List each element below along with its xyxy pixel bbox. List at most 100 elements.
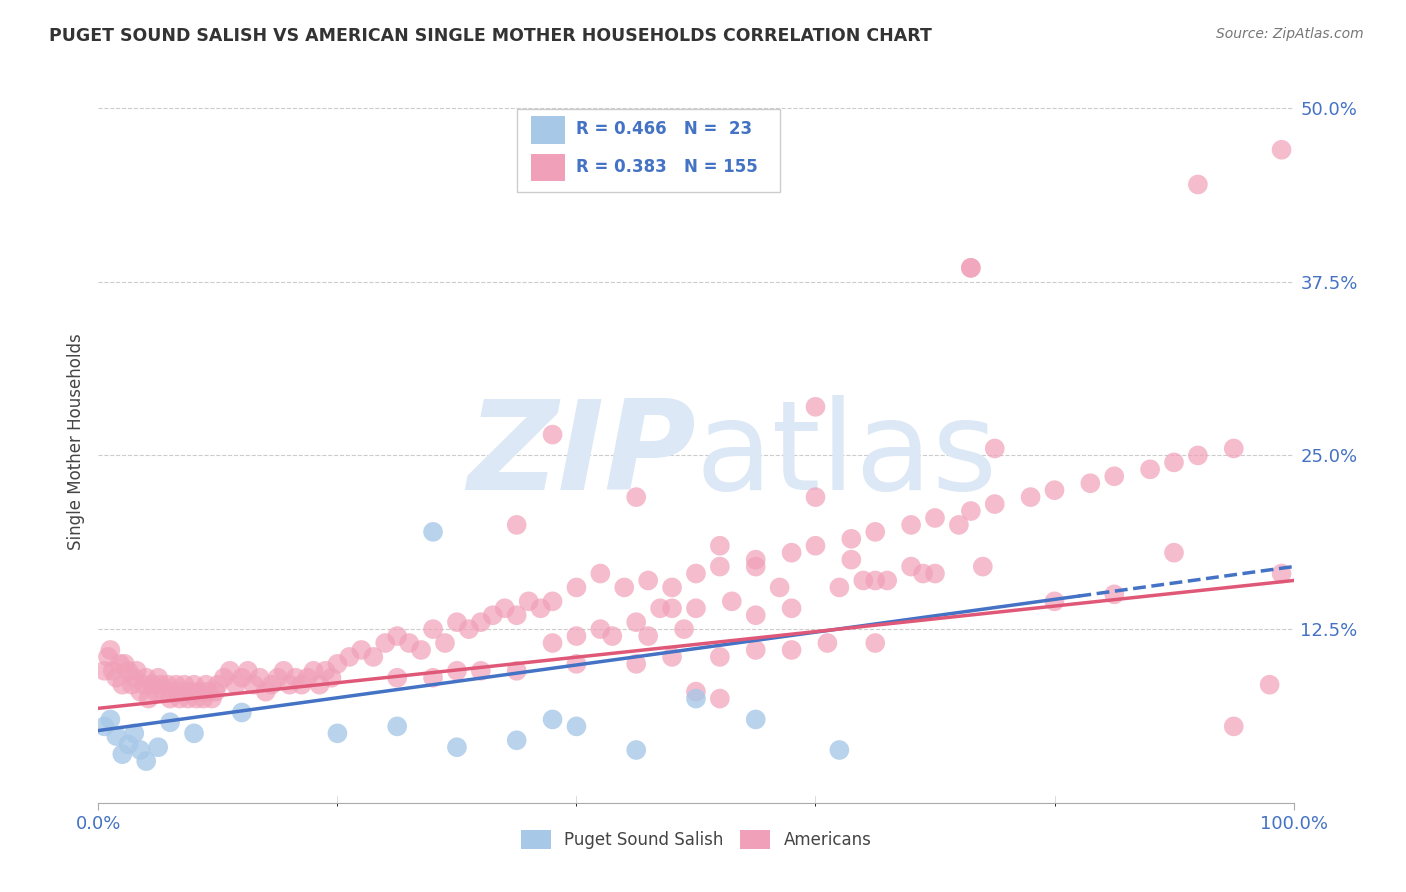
Point: [565, 719, 588, 733]
Point: [183, 726, 205, 740]
Point: [197, 684, 219, 698]
Point: [768, 581, 790, 595]
Point: [876, 574, 898, 588]
Point: [1043, 594, 1066, 608]
Point: [1271, 566, 1294, 581]
Point: [125, 664, 148, 678]
Point: [212, 671, 235, 685]
Point: [626, 490, 648, 504]
Point: [135, 671, 157, 685]
Point: [458, 622, 481, 636]
Point: [156, 678, 179, 692]
Point: [780, 546, 803, 560]
Point: [149, 678, 172, 692]
Point: [254, 684, 277, 698]
Point: [709, 539, 731, 553]
Point: [145, 684, 167, 698]
Point: [685, 566, 707, 581]
Point: [446, 664, 468, 678]
Point: [321, 671, 343, 685]
Point: [924, 566, 946, 581]
Point: [865, 524, 887, 539]
Point: [780, 601, 803, 615]
Point: [900, 517, 922, 532]
Point: [828, 581, 851, 595]
Point: [948, 517, 970, 532]
Point: [231, 706, 253, 720]
Point: [183, 678, 205, 692]
Point: [273, 664, 295, 678]
Point: [637, 574, 659, 588]
Point: [481, 608, 505, 623]
Point: [141, 678, 163, 692]
Point: [108, 657, 131, 671]
Point: [815, 636, 838, 650]
Point: [541, 594, 564, 608]
Point: [339, 649, 361, 664]
Point: [911, 566, 934, 581]
Point: [207, 678, 229, 692]
Point: [565, 581, 588, 595]
Point: [960, 504, 983, 518]
Point: [326, 726, 349, 740]
Point: [297, 671, 319, 685]
Text: Source: ZipAtlas.com: Source: ZipAtlas.com: [1216, 27, 1364, 41]
Point: [117, 664, 139, 678]
Text: R = 0.466   N =  23: R = 0.466 N = 23: [576, 120, 752, 138]
Text: R = 0.383   N = 155: R = 0.383 N = 155: [576, 158, 758, 176]
Point: [637, 629, 659, 643]
Point: [188, 684, 211, 698]
Point: [105, 671, 128, 685]
Point: [148, 671, 170, 685]
Point: [541, 713, 564, 727]
Point: [98, 713, 122, 727]
Point: [135, 754, 157, 768]
Point: [291, 678, 314, 692]
Point: [111, 747, 134, 761]
Y-axis label: Single Mother Households: Single Mother Households: [66, 334, 84, 549]
Point: [1139, 462, 1161, 476]
Point: [900, 559, 922, 574]
Point: [1258, 678, 1281, 692]
Point: [1163, 455, 1185, 469]
Point: [685, 601, 707, 615]
Point: [828, 743, 851, 757]
Point: [159, 691, 181, 706]
Point: [105, 729, 128, 743]
Point: [385, 719, 409, 733]
Point: [852, 574, 875, 588]
Point: [446, 740, 468, 755]
Point: [173, 678, 195, 692]
Point: [398, 636, 420, 650]
Point: [984, 442, 1007, 456]
Point: [626, 743, 648, 757]
Point: [422, 622, 444, 636]
Point: [841, 532, 863, 546]
Point: [260, 678, 283, 692]
Point: [114, 657, 136, 671]
Point: [129, 743, 152, 757]
Point: [924, 511, 946, 525]
Point: [1080, 476, 1102, 491]
Point: [589, 566, 612, 581]
Point: [326, 657, 349, 671]
Point: [745, 643, 768, 657]
Point: [506, 517, 529, 532]
Point: [530, 601, 553, 615]
Point: [541, 427, 564, 442]
Point: [165, 678, 187, 692]
Bar: [531, 116, 565, 144]
Point: [661, 601, 683, 615]
Point: [315, 664, 337, 678]
Point: [709, 649, 731, 664]
Point: [709, 559, 731, 574]
Point: [101, 664, 124, 678]
Point: [972, 559, 994, 574]
Point: [385, 629, 409, 643]
Point: [1163, 546, 1185, 560]
Text: ZIP: ZIP: [467, 395, 696, 516]
Point: [602, 629, 624, 643]
Point: [111, 678, 134, 692]
Point: [302, 664, 325, 678]
Point: [193, 691, 215, 706]
